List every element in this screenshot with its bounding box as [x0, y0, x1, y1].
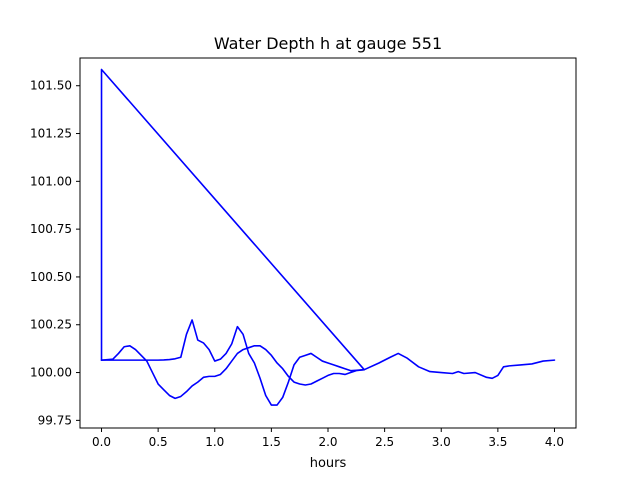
x-tick-label: 0.0 — [92, 435, 111, 449]
x-axis-ticks: 0.0 0.5 1.0 1.5 2.0 2.5 3.0 3.5 4.0 — [92, 428, 564, 449]
y-tick-label: 99.75 — [38, 413, 72, 427]
y-tick-label: 100.75 — [30, 222, 72, 236]
series-line-2 — [100, 344, 366, 400]
series-layer — [100, 68, 556, 406]
y-tick-label: 101.25 — [30, 127, 72, 141]
x-tick-label: 1.0 — [205, 435, 224, 449]
x-tick-label: 1.5 — [262, 435, 281, 449]
y-axis-ticks: 99.75 100.00 100.25 100.50 100.75 101.00 101.2… — [30, 79, 80, 427]
x-tick-label: 4.0 — [545, 435, 564, 449]
y-tick-label: 100.50 — [30, 270, 72, 284]
y-tick-label: 101.50 — [30, 79, 72, 93]
y-tick-label: 100.25 — [30, 318, 72, 332]
x-tick-label: 0.5 — [149, 435, 168, 449]
y-tick-label: 100.00 — [30, 366, 72, 380]
x-tick-label: 3.0 — [432, 435, 451, 449]
series-line-0 — [100, 68, 556, 380]
x-axis-label: hours — [310, 456, 347, 471]
x-tick-label: 3.5 — [488, 435, 507, 449]
x-tick-label: 2.5 — [375, 435, 394, 449]
chart-title: Water Depth h at gauge 551 — [214, 34, 442, 53]
x-tick-label: 2.0 — [318, 435, 337, 449]
y-tick-label: 101.00 — [30, 174, 72, 188]
